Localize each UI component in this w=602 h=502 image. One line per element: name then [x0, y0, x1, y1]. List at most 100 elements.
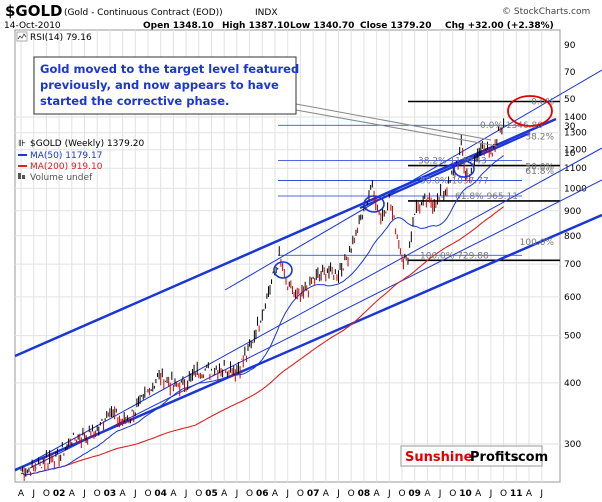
- chart-exchange: INDX: [255, 8, 277, 18]
- x-axis-ticks: A J O 02 A J O 03 A J O 04 A J O 05 A J O 06 A J O 07 A J O 08 A J O 09…: [18, 489, 543, 499]
- x-tick-label: 05: [205, 489, 218, 499]
- y-tick-label: 1400: [564, 113, 587, 123]
- ma50-line: [20, 155, 504, 476]
- upper-channel-segment: [359, 131, 531, 210]
- rsi-value: RSI(14) 79.16: [30, 33, 92, 43]
- right-fib-label: 50.0%: [525, 163, 554, 173]
- thin-channel-2: [224, 69, 602, 291]
- fib-label-0: 0.0% 1346.80: [480, 121, 543, 131]
- x-tick-label: 07: [307, 489, 320, 499]
- price-series: [20, 118, 505, 481]
- rsi-tick-label: 70: [564, 68, 576, 78]
- x-tick-label: J: [387, 489, 391, 499]
- y-tick-label: 1100: [564, 164, 587, 174]
- x-tick-label: J: [539, 489, 543, 499]
- x-tick-label: J: [438, 489, 442, 499]
- x-tick-label: O: [500, 489, 507, 499]
- x-tick-label: J: [31, 489, 35, 499]
- chart-date: 14-Oct-2010: [4, 21, 61, 31]
- y-tick-label: 1200: [564, 146, 587, 156]
- right-fib-label: 0.0%: [531, 98, 554, 108]
- x-tick-label: O: [94, 489, 101, 499]
- x-tick-label: 08: [358, 489, 371, 499]
- fib-label-382: 38.2% 1140.43: [418, 157, 487, 167]
- x-tick-label: O: [246, 489, 253, 499]
- x-tick-label: O: [195, 489, 202, 499]
- x-tick-label: J: [235, 489, 239, 499]
- circle-target: [507, 95, 553, 127]
- right-fib-label: 61.8%: [525, 167, 554, 177]
- y-tick-label: 400: [564, 379, 581, 389]
- x-tick-label: O: [297, 489, 304, 499]
- rsi-label: RSI(14) 79.16: [16, 31, 92, 43]
- y-tick-label: 1000: [564, 184, 587, 194]
- fib-label-618: 61.8% 965.11: [455, 192, 518, 202]
- legend-volume: Volume undef: [30, 173, 93, 183]
- circle-2009-high: [453, 160, 475, 178]
- x-tick-label: O: [144, 489, 151, 499]
- x-tick-label: A: [170, 489, 177, 499]
- fib-label-100: 100.0% 729.88: [420, 251, 489, 261]
- x-tick-label: A: [526, 489, 533, 499]
- x-tick-label: A: [323, 489, 330, 499]
- thin-channel-1: [14, 147, 602, 472]
- x-tick-label: A: [374, 489, 381, 499]
- y-tick-label: 1300: [564, 129, 587, 139]
- legend-volume-swatch: [18, 173, 21, 179]
- annotation-line-2: previously, and now appears to have: [40, 78, 279, 92]
- upper-trendline-left: [14, 117, 557, 358]
- rsi-tick-label: 90: [564, 41, 576, 51]
- y-tick-label: 900: [564, 207, 581, 217]
- x-tick-label: J: [489, 489, 493, 499]
- x-tick-label: J: [82, 489, 86, 499]
- rsi-tick-label: 50: [564, 95, 576, 105]
- rsi-tick-label: 30: [564, 122, 576, 132]
- logo-part-1: Sunshine: [405, 450, 473, 465]
- low-value: Low 1340.70: [290, 21, 354, 31]
- logo-part-2: Profits: [470, 450, 519, 465]
- pointer-line-2: [295, 103, 492, 141]
- right-fib-labels: 0.0% 38.2% 50.0%61.8% 100.0%: [520, 98, 555, 249]
- x-tick-label: A: [221, 489, 228, 499]
- x-tick-label: A: [475, 489, 482, 499]
- y-axis-ticks: 300 400 500 600 700 800 900 1000 1100 1200 1300 140…: [564, 113, 587, 450]
- change-value: Chg +32.00 (+2.38%): [445, 21, 554, 31]
- x-tick-label: O: [348, 489, 355, 499]
- x-tick-label: A: [18, 489, 25, 499]
- x-tick-label: 10: [459, 489, 472, 499]
- annotation-box: Gold moved to the target level featured …: [33, 56, 299, 115]
- x-tick-label: A: [272, 489, 279, 499]
- circle-2006-high: [273, 261, 293, 279]
- y-tick-label: 500: [564, 332, 581, 342]
- fib-label-50: 50.0% 1037.77: [420, 177, 489, 187]
- legend: ⊪ $GOLD (Weekly) 1379.20 MA(50) 1179.17 …: [18, 139, 144, 183]
- x-tick-label: J: [133, 489, 137, 499]
- x-tick-label: 06: [256, 489, 269, 499]
- x-tick-label: A: [69, 489, 76, 499]
- x-tick-label: A: [120, 489, 127, 499]
- logo-part-3: .com: [513, 450, 548, 465]
- x-tick-label: A: [424, 489, 431, 499]
- circle-2008-high: [363, 195, 385, 213]
- sunshine-profits-logo: Sunshine Profits .com: [400, 445, 548, 467]
- y-tick-label: 300: [564, 440, 581, 450]
- pointer-line-1: [295, 109, 498, 147]
- legend-price: $GOLD (Weekly) 1379.20: [30, 139, 144, 149]
- x-tick-label: 11: [510, 489, 523, 499]
- x-tick-label: O: [449, 489, 456, 499]
- x-tick-label: O: [398, 489, 405, 499]
- horizontal-gridlines: [15, 116, 560, 445]
- y-tick-label: 600: [564, 293, 581, 303]
- rsi-tick-label: 10: [564, 149, 576, 159]
- chart-description: (Gold - Continuous Contract (EOD)): [64, 8, 223, 18]
- right-fib-label: 38.2%: [525, 133, 554, 143]
- high-value: High 1387.10: [222, 21, 290, 31]
- rsi-axis-ticks: 90 70 50 30 10: [564, 41, 576, 159]
- x-tick-label: 02: [53, 489, 66, 499]
- y-tick-label: 800: [564, 232, 581, 242]
- watermark: © StockCharts.com: [502, 7, 590, 17]
- x-tick-label: 04: [154, 489, 167, 499]
- legend-ma200: MA(200) 919.10: [30, 162, 103, 172]
- x-tick-label: 03: [104, 489, 117, 499]
